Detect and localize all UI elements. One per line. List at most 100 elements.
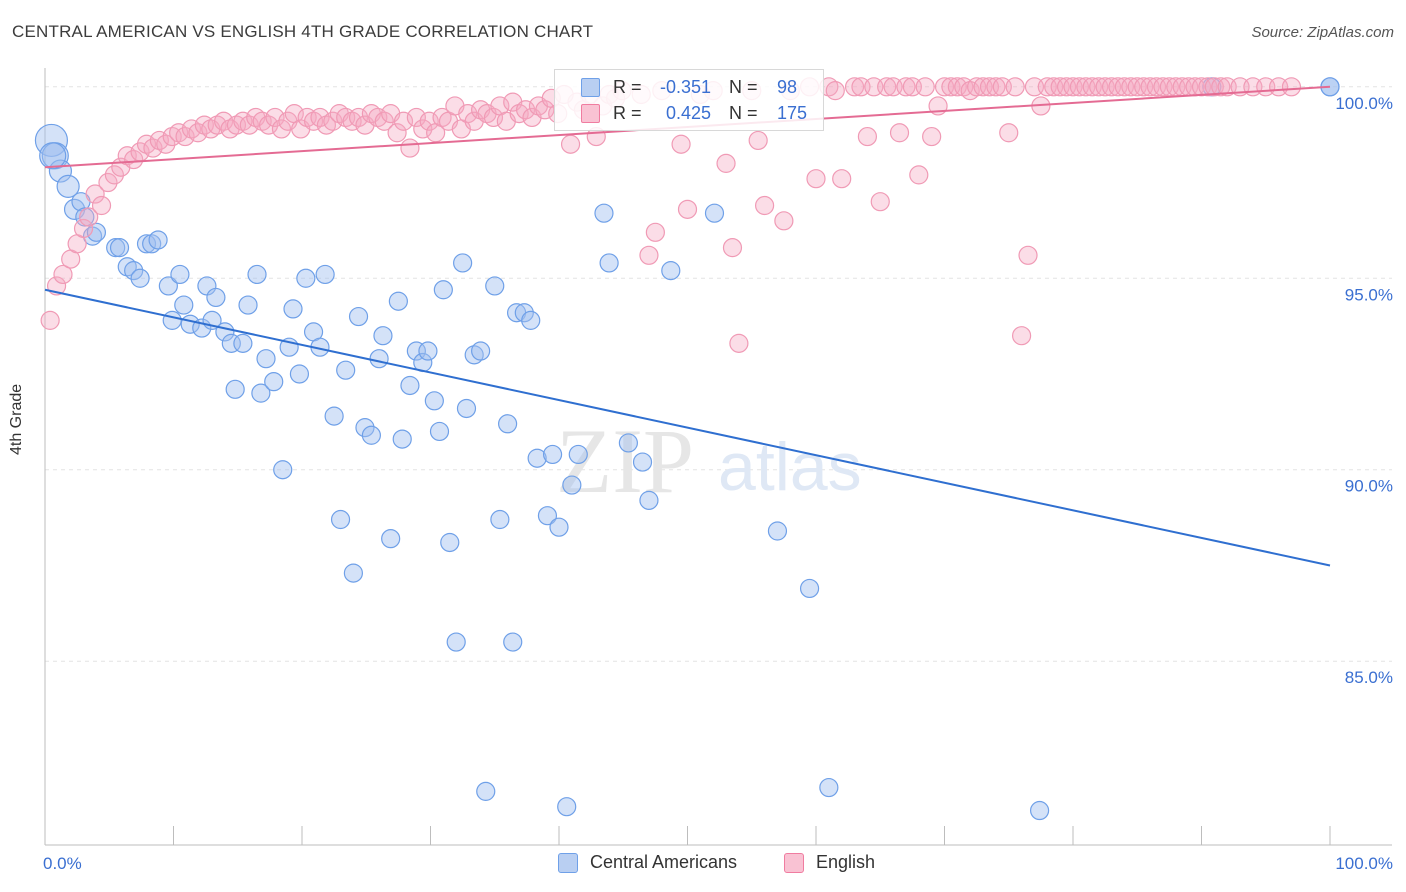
- data-point-central-americans: [632, 452, 653, 472]
- data-point-english: [73, 218, 94, 239]
- data-point-central-americans: [109, 238, 130, 258]
- watermark: ZIP atlas: [556, 410, 862, 512]
- gridlines: [45, 86, 1392, 662]
- series-central-americans: [34, 77, 1340, 821]
- data-point-english: [825, 81, 845, 101]
- data-point-english: [271, 119, 292, 139]
- data-point-english: [748, 130, 768, 151]
- data-point-english: [870, 192, 890, 212]
- data-point-central-americans: [446, 632, 466, 652]
- data-point-central-americans: [238, 295, 258, 315]
- data-point-central-americans: [568, 444, 588, 465]
- data-point-central-americans: [289, 364, 310, 384]
- stats-row-central-americans: R = -0.351 N = 98: [555, 75, 823, 101]
- data-point-english: [393, 111, 414, 131]
- data-point-english: [98, 172, 118, 193]
- axes: [44, 68, 1392, 846]
- data-point-central-americans: [549, 517, 569, 537]
- data-point-central-americans: [433, 280, 453, 300]
- data-point-english: [806, 169, 826, 189]
- data-point-central-americans: [476, 781, 496, 801]
- data-point-central-americans: [361, 425, 381, 445]
- data-point-central-americans: [283, 299, 303, 319]
- legend-item-english[interactable]: English: [784, 852, 875, 873]
- data-point-english: [458, 104, 478, 124]
- data-point-central-americans: [56, 174, 80, 198]
- data-point-central-americans: [170, 264, 190, 285]
- data-point-english: [483, 107, 504, 128]
- data-point-english: [124, 149, 144, 170]
- y-tick-label: 100.0%: [1335, 94, 1393, 113]
- x-tick-label-max: 100.0%: [1335, 854, 1393, 873]
- data-point-central-americans: [429, 421, 450, 442]
- data-point-english: [188, 123, 208, 143]
- data-point-central-americans: [336, 360, 356, 380]
- data-point-english: [214, 111, 234, 131]
- data-point-english: [774, 211, 794, 231]
- x-tick-label-min: 0.0%: [43, 854, 82, 873]
- data-point-english: [1281, 77, 1302, 97]
- data-point-central-americans: [86, 222, 107, 242]
- stats-legend: R = -0.351 N = 98 R = 0.425 N = 175: [554, 69, 824, 131]
- data-point-central-americans: [273, 460, 293, 480]
- data-point-central-americans: [527, 448, 547, 468]
- data-point-central-americans: [498, 414, 518, 434]
- data-point-central-americans: [39, 142, 67, 170]
- data-point-english: [85, 184, 105, 204]
- data-point-central-americans: [767, 521, 788, 541]
- data-point-central-americans: [233, 333, 253, 353]
- n-label: N =: [729, 77, 758, 97]
- data-point-central-americans: [34, 123, 69, 158]
- data-point-central-americans: [562, 475, 582, 495]
- data-point-english: [857, 126, 878, 147]
- data-point-central-americans: [456, 398, 477, 419]
- data-point-english: [639, 245, 659, 265]
- data-point-central-americans: [343, 563, 363, 583]
- n-value: 98: [777, 77, 798, 97]
- data-point-central-americans: [355, 418, 375, 438]
- tick-labels: 85.0% 90.0% 95.0% 100.0% 0.0% 100.0%: [43, 94, 1393, 873]
- legend-item-central-americans[interactable]: Central Americans: [558, 852, 737, 873]
- data-point-english: [722, 238, 743, 258]
- data-point-english: [53, 264, 73, 285]
- data-point-central-americans: [599, 253, 619, 273]
- data-point-english: [999, 123, 1019, 143]
- data-point-english: [915, 77, 935, 97]
- data-point-central-americans: [704, 203, 725, 223]
- stats-swatch-pink: [581, 104, 600, 123]
- chart-title: CENTRAL AMERICAN VS ENGLISH 4TH GRADE CO…: [12, 22, 594, 41]
- data-point-central-americans: [453, 253, 473, 273]
- data-point-english: [310, 107, 330, 128]
- data-point-central-americans: [639, 490, 659, 510]
- data-point-english: [535, 100, 555, 120]
- data-point-central-americans: [158, 276, 178, 296]
- data-point-english: [258, 115, 279, 135]
- data-point-english: [754, 195, 775, 216]
- data-point-english: [156, 134, 176, 154]
- data-point-central-americans: [251, 383, 271, 403]
- data-point-english: [671, 134, 691, 154]
- data-point-central-americans: [348, 306, 369, 327]
- data-point-central-americans: [406, 341, 426, 361]
- data-point-central-americans: [136, 234, 157, 254]
- data-point-central-americans: [369, 349, 389, 369]
- data-point-central-americans: [148, 230, 168, 250]
- data-point-english: [323, 111, 343, 131]
- data-point-central-americans: [174, 295, 194, 315]
- data-point-central-americans: [264, 372, 284, 392]
- data-point-english: [419, 111, 439, 131]
- bottom-legend: Central Americans English: [0, 852, 1406, 878]
- data-point-central-americans: [514, 303, 534, 323]
- watermark-zip: ZIP: [556, 410, 694, 512]
- data-point-english: [40, 310, 60, 330]
- data-point-english: [1011, 326, 1032, 346]
- data-point-english: [387, 123, 407, 143]
- data-point-english: [922, 126, 942, 147]
- data-point-english: [896, 77, 916, 97]
- data-point-english: [239, 115, 259, 135]
- data-point-central-americans: [162, 310, 182, 330]
- data-point-english: [175, 126, 195, 147]
- data-point-central-americans: [392, 429, 412, 449]
- data-point-central-americans: [1029, 800, 1050, 821]
